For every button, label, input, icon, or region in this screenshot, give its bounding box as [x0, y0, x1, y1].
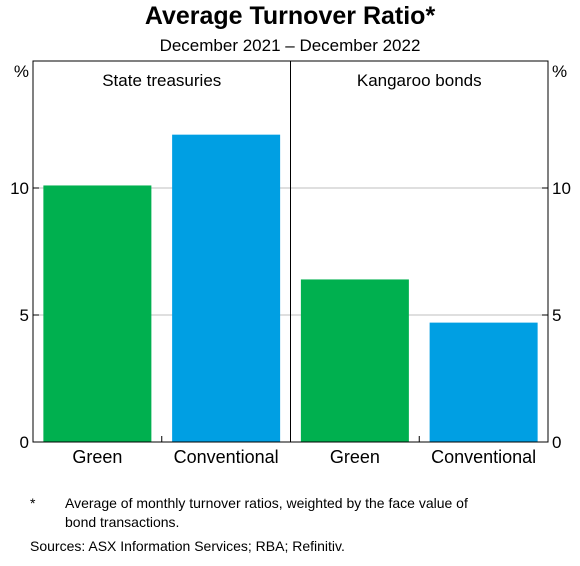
bar-kangaroo-bonds-conventional — [429, 322, 538, 442]
y-tick-label-right: 10 — [552, 179, 571, 198]
y-tick-label-right: 5 — [552, 306, 561, 325]
y-tick-label-left: 10 — [10, 179, 29, 198]
bar-kangaroo-bonds-green — [300, 279, 409, 442]
y-tick-label-left: 0 — [20, 433, 29, 452]
chart-subtitle: December 2021 – December 2022 — [159, 36, 421, 55]
bar-state-treasuries-green — [43, 185, 152, 442]
footnote-text-line2: bond transactions. — [65, 514, 180, 530]
y-tick-label-right: 0 — [552, 433, 561, 452]
sources-note: Sources: ASX Information Services; RBA; … — [30, 538, 345, 554]
x-tick-label: Conventional — [174, 447, 279, 467]
chart-title: Average Turnover Ratio* — [144, 2, 436, 30]
y-tick-label-left: 5 — [20, 306, 29, 325]
y-unit-left: % — [14, 62, 29, 81]
bar-state-treasuries-conventional — [172, 134, 281, 442]
footnote-marker: * — [30, 495, 36, 511]
panel-title: Kangaroo bonds — [357, 71, 482, 90]
y-unit-right: % — [552, 62, 567, 81]
x-tick-label: Green — [330, 447, 380, 467]
x-tick-label: Green — [72, 447, 122, 467]
footnote-text-line1: Average of monthly turnover ratios, weig… — [65, 495, 468, 511]
panel-title: State treasuries — [102, 71, 221, 90]
x-tick-label: Conventional — [431, 447, 536, 467]
